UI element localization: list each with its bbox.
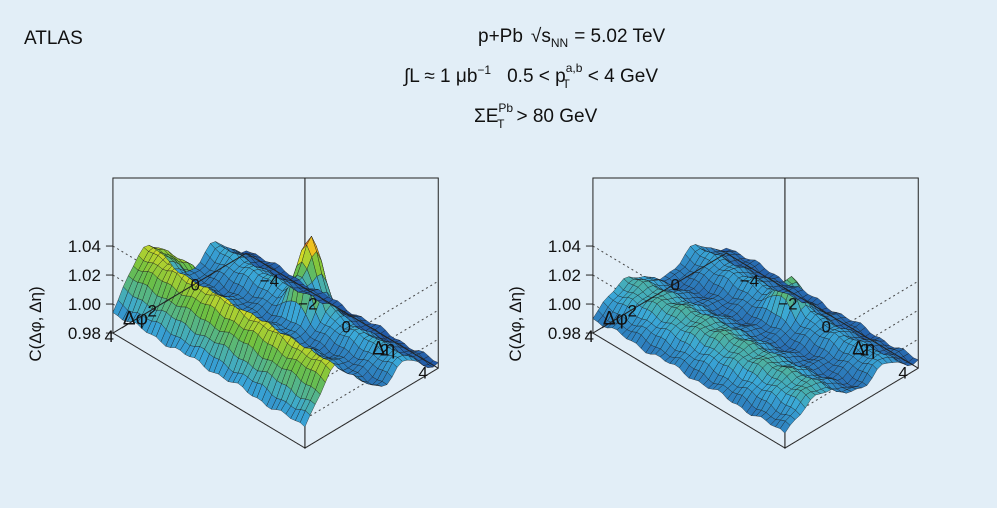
z-tick-label: 1.04 — [68, 237, 101, 256]
z-tick-label: 0.98 — [68, 324, 101, 343]
z-tick-label: 1.00 — [548, 295, 581, 314]
z-tick-label: 1.02 — [548, 266, 581, 285]
header-pt-sup: a,b — [566, 61, 583, 75]
phi-axis-line — [112, 252, 247, 334]
header-system: p+Pb — [478, 26, 523, 47]
phi-tick-mark — [687, 272, 695, 277]
eta-tick-label: −2 — [778, 295, 797, 314]
phi-tick-mark — [164, 297, 172, 303]
header-lumi-exp: −1 — [477, 63, 491, 77]
eta-tick-label: 0 — [822, 318, 831, 337]
surface-cell — [720, 247, 732, 252]
eta-tick-label: −4 — [260, 272, 279, 291]
eta-tick-mark — [265, 264, 272, 270]
right-surface-plot: 1.04 1.02 1.00 0.98 C(Δφ, Δη) 4 2 0 Δφ −4 −2 0 2 4 Δη — [506, 177, 919, 449]
z-axis-label: C(Δφ, Δη) — [506, 286, 525, 361]
header-pt-sub: T — [562, 77, 570, 91]
eta-tick-mark — [418, 356, 426, 362]
header-line-3: ΣEPb T > 80 GeV — [474, 101, 598, 131]
header-line-2: ∫L ≈ 1 μb−1 0.5 < pa,b T < 4 GeV — [403, 61, 658, 91]
eta-tick-label: −4 — [740, 272, 759, 291]
eta-tick-mark — [898, 356, 906, 362]
header-et-sub: T — [497, 117, 505, 131]
eta-tick-label: 4 — [898, 364, 907, 383]
header-pt-prefix: 0.5 < p — [507, 66, 566, 87]
phi-axis-label: Δφ — [123, 308, 148, 329]
experiment-label: ATLAS — [24, 28, 83, 49]
header-pt-suffix: < 4 GeV — [588, 66, 659, 87]
phi-tick-label: 0 — [191, 276, 200, 295]
z-tick-label: 1.02 — [68, 266, 101, 285]
eta-tick-mark — [783, 287, 791, 293]
phi-tick-label: 2 — [628, 301, 637, 320]
eta-tick-mark — [860, 333, 867, 339]
header-line-1: p+Pb √sNN = 5.02 TeV — [478, 26, 666, 50]
back-wall-right — [784, 177, 919, 449]
header-lumi: ∫L ≈ 1 μb — [403, 66, 477, 87]
z-tick-label: 0.98 — [548, 324, 581, 343]
phi-axis-line — [592, 252, 727, 334]
phi-tick-mark — [601, 323, 609, 329]
phi-tick-label: 0 — [671, 276, 680, 295]
left-surface-plot: 1.04 1.02 1.00 0.98 C(Δφ, Δη) 4 2 0 Δφ −4 −2 0 2 4 Δη — [26, 177, 439, 449]
eta-tick-mark — [303, 287, 311, 293]
eta-tick-mark — [380, 333, 387, 339]
surface-cell — [240, 250, 252, 255]
eta-axis-label: Δη — [852, 339, 875, 360]
z-axis-label: C(Δφ, Δη) — [26, 286, 45, 361]
surface-mesh — [592, 244, 919, 434]
phi-tick-mark — [644, 297, 652, 303]
header-et-prefix: ΣE — [474, 106, 498, 127]
z-tick-label: 1.00 — [68, 295, 101, 314]
z-tick-label: 1.04 — [548, 237, 581, 256]
phi-tick-mark — [121, 323, 129, 329]
header-et-sup: Pb — [498, 101, 513, 115]
phi-tick-label: 2 — [148, 301, 157, 320]
eta-tick-mark — [745, 264, 752, 270]
eta-tick-label: 0 — [342, 318, 351, 337]
eta-axis-label: Δη — [372, 339, 395, 360]
header-energy: = 5.02 TeV — [574, 26, 665, 47]
eta-tick-label: 4 — [418, 364, 427, 383]
eta-tick-label: 2 — [380, 341, 389, 360]
header-et-suffix: > 80 GeV — [516, 106, 597, 127]
header-sqrt-s: √s — [531, 26, 551, 47]
eta-tick-mark — [341, 310, 349, 316]
phi-tick-label: 4 — [105, 327, 114, 346]
eta-tick-label: −2 — [298, 295, 317, 314]
phi-tick-label: 4 — [585, 327, 594, 346]
eta-tick-label: 2 — [860, 341, 869, 360]
header-sqrt-s-sub: NN — [551, 36, 568, 50]
eta-tick-mark — [821, 310, 829, 316]
phi-tick-mark — [207, 272, 215, 277]
phi-axis-label: Δφ — [603, 308, 628, 329]
